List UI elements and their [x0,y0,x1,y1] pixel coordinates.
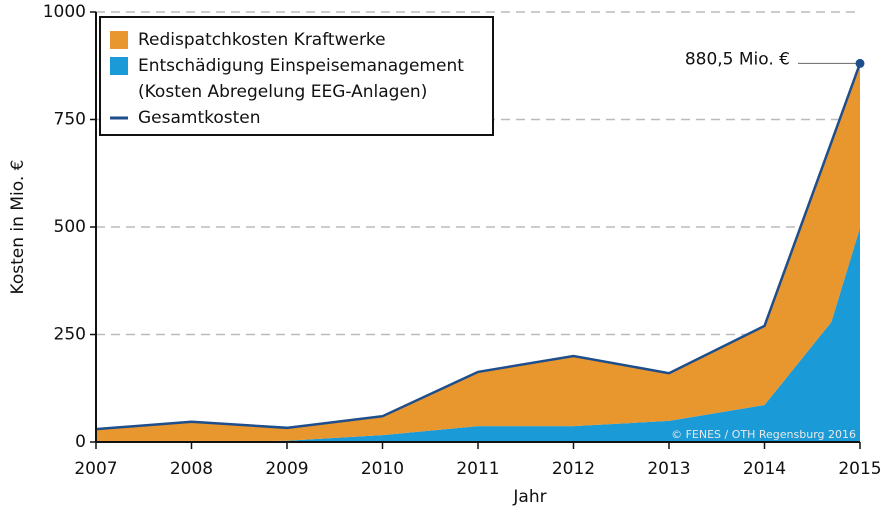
legend-label: Gesamtkosten [138,108,261,128]
y-tick-label: 1000 [43,2,86,22]
y-tick-label: 0 [75,432,86,452]
legend-swatch [110,31,128,49]
x-tick-label: 2009 [265,459,308,479]
y-tick-label: 750 [54,110,86,130]
x-tick-label: 2007 [74,459,117,479]
annotation-label: 880,5 Mio. € [685,49,790,69]
x-tick-label: 2014 [743,459,786,479]
legend-box [99,16,494,136]
x-tick-label: 2010 [361,459,404,479]
x-axis-label: Jahr [512,487,546,507]
legend-label: Redispatchkosten Kraftwerke [138,30,386,50]
credit: © FENES / OTH Regensburg 2016 [671,428,856,441]
x-tick-label: 2013 [647,459,690,479]
x-tick-label: 2012 [552,459,595,479]
x-tick-label: 2011 [456,459,499,479]
y-tick-label: 500 [54,217,86,237]
legend-swatch [110,57,128,75]
y-axis-label: Kosten in Mio. € [8,160,28,295]
y-tick-label: 250 [54,325,86,345]
legend: Redispatchkosten Kraftwerke Entschädigung… [99,16,494,136]
x-tick-label: 2015 [838,459,881,479]
x-tick-label: 2008 [170,459,213,479]
annotation-point [855,58,865,68]
area [96,227,860,442]
total-line [95,62,862,431]
legend-label-detail: (Kosten Abregelung EEG-Anlagen) [138,82,427,102]
legend-label: Entschädigung Einspeisemanagement [138,56,464,76]
